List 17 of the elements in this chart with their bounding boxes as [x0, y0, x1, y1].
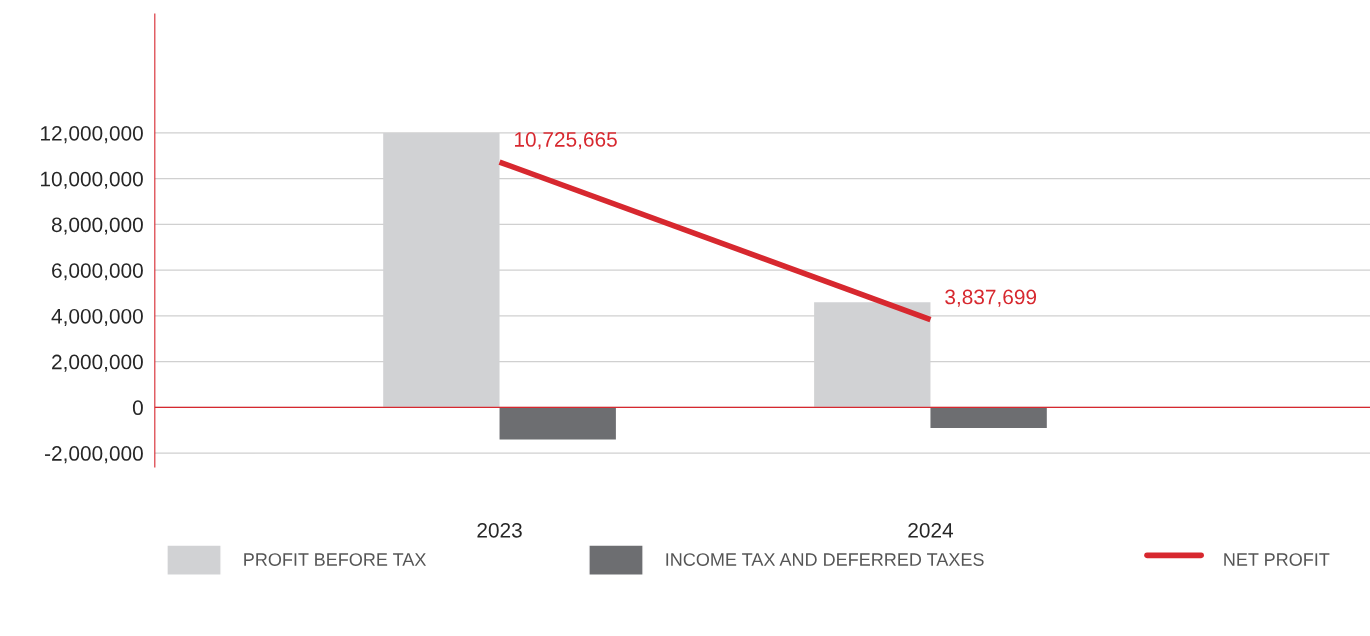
bar: [930, 407, 1047, 428]
x-tick-label: 2024: [908, 522, 954, 538]
y-tick-label: 2,000,000: [52, 354, 143, 372]
legend-label: PROFIT BEFORE TAX: [244, 553, 427, 566]
data-label: 10,725,665: [515, 132, 617, 150]
y-tick-label: 8,000,000: [51, 217, 143, 235]
legend-label: NET PROFIT: [1224, 553, 1330, 566]
y-tick-label: 10,000,000: [41, 171, 143, 189]
y-tick-label: 12,000,000: [41, 125, 143, 144]
y-tick-label: 4,000,000: [51, 308, 143, 327]
data-label: 3,837,699: [945, 289, 1037, 307]
y-tick-label: 0: [132, 400, 143, 416]
x-tick-label: 2023: [477, 522, 522, 538]
y-tick-label: -2,000,000: [45, 446, 143, 464]
y-tick-label: 6,000,000: [52, 263, 143, 281]
legend-label: INCOME TAX AND DEFERRED TAXES: [666, 553, 984, 566]
bar: [499, 407, 616, 440]
